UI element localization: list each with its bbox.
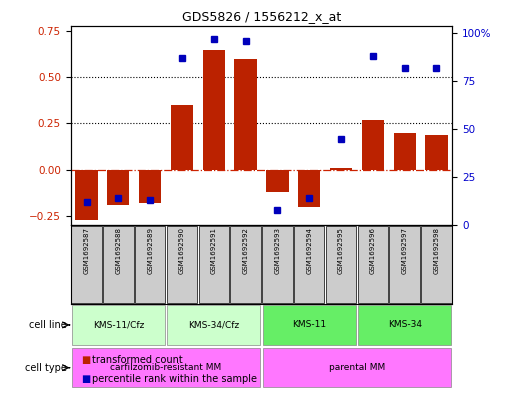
Text: KMS-11: KMS-11 xyxy=(292,320,326,329)
FancyBboxPatch shape xyxy=(167,226,197,303)
Title: GDS5826 / 1556212_x_at: GDS5826 / 1556212_x_at xyxy=(182,10,341,23)
FancyBboxPatch shape xyxy=(263,305,356,345)
Text: ■: ■ xyxy=(81,374,90,384)
Text: GSM1692589: GSM1692589 xyxy=(147,228,153,274)
FancyBboxPatch shape xyxy=(71,226,102,303)
Bar xyxy=(139,170,161,203)
FancyBboxPatch shape xyxy=(294,226,324,303)
FancyBboxPatch shape xyxy=(326,226,356,303)
FancyBboxPatch shape xyxy=(135,226,165,303)
Bar xyxy=(171,105,193,170)
FancyBboxPatch shape xyxy=(390,226,420,303)
FancyBboxPatch shape xyxy=(262,226,293,303)
Text: KMS-34/Cfz: KMS-34/Cfz xyxy=(188,320,240,329)
Bar xyxy=(330,168,352,170)
FancyBboxPatch shape xyxy=(72,348,260,387)
Text: transformed count: transformed count xyxy=(92,354,183,365)
Text: KMS-34: KMS-34 xyxy=(388,320,422,329)
Text: GSM1692594: GSM1692594 xyxy=(306,228,312,274)
FancyBboxPatch shape xyxy=(103,226,133,303)
Bar xyxy=(298,170,321,207)
FancyBboxPatch shape xyxy=(230,226,261,303)
FancyBboxPatch shape xyxy=(421,226,452,303)
Text: cell line: cell line xyxy=(29,320,67,330)
Text: parental MM: parental MM xyxy=(329,363,385,372)
Text: GSM1692593: GSM1692593 xyxy=(275,228,280,274)
Text: GSM1692588: GSM1692588 xyxy=(116,228,121,274)
Text: GSM1692592: GSM1692592 xyxy=(243,228,248,274)
Text: GSM1692590: GSM1692590 xyxy=(179,228,185,274)
Bar xyxy=(362,120,384,170)
Bar xyxy=(107,170,130,205)
Bar xyxy=(234,59,257,170)
FancyBboxPatch shape xyxy=(199,226,229,303)
Text: GSM1692597: GSM1692597 xyxy=(402,228,407,274)
FancyBboxPatch shape xyxy=(72,305,165,345)
Text: KMS-11/Cfz: KMS-11/Cfz xyxy=(93,320,144,329)
Bar xyxy=(202,50,225,170)
Text: GSM1692591: GSM1692591 xyxy=(211,228,217,274)
Bar xyxy=(266,170,289,192)
Text: GSM1692595: GSM1692595 xyxy=(338,228,344,274)
Bar xyxy=(393,133,416,170)
Bar xyxy=(75,170,98,220)
Text: GSM1692596: GSM1692596 xyxy=(370,228,376,274)
Text: ■: ■ xyxy=(81,354,90,365)
FancyBboxPatch shape xyxy=(167,305,260,345)
Bar xyxy=(425,134,448,170)
Text: GSM1692587: GSM1692587 xyxy=(84,228,89,274)
Text: GSM1692598: GSM1692598 xyxy=(434,228,439,274)
FancyBboxPatch shape xyxy=(263,348,451,387)
Text: carfilzomib-resistant MM: carfilzomib-resistant MM xyxy=(110,363,222,372)
FancyBboxPatch shape xyxy=(358,226,388,303)
FancyBboxPatch shape xyxy=(358,305,451,345)
Text: percentile rank within the sample: percentile rank within the sample xyxy=(92,374,256,384)
Text: cell type: cell type xyxy=(25,363,67,373)
